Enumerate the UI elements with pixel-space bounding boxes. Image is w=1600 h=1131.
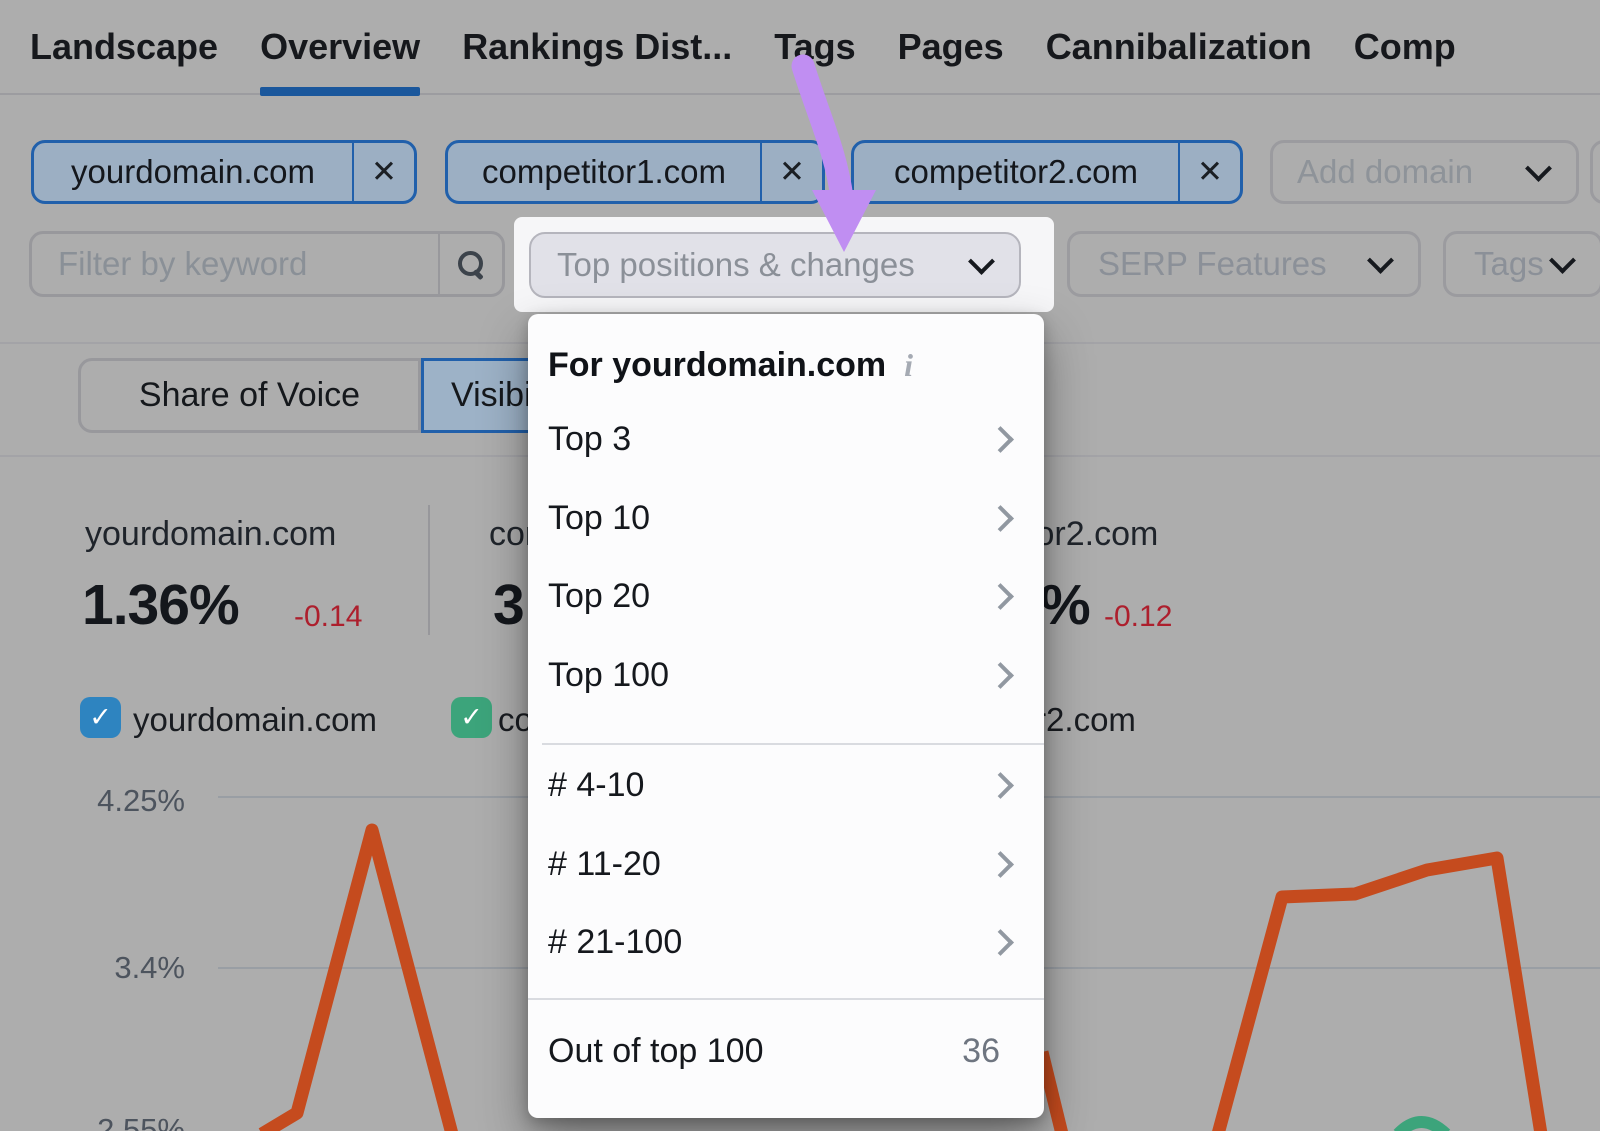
menu-item-out-of-top-100[interactable]: Out of top 100 36 — [528, 1000, 1044, 1118]
keyword-filter-placeholder: Filter by keyword — [58, 245, 308, 282]
menu-item-label: Top 20 — [548, 577, 651, 616]
domain-chip[interactable]: yourdomain.com ✕ — [31, 140, 417, 204]
chevron-right-icon — [987, 661, 1014, 689]
menu-item-11-20[interactable]: # 11-20 — [528, 825, 1044, 903]
domain-chip-label: yourdomain.com — [71, 153, 315, 190]
tab-overview[interactable]: Overview — [260, 0, 421, 96]
menu-item-label: # 4-10 — [548, 766, 645, 805]
menu-item-label: # 21-100 — [548, 923, 683, 962]
search-button[interactable] — [440, 251, 502, 277]
chevron-right-icon — [987, 583, 1014, 611]
share-of-voice-label: Share of Voice — [138, 376, 361, 414]
top-positions-dropdown-button[interactable]: Top positions & changes — [529, 232, 1021, 298]
input-divider — [438, 234, 440, 294]
tutorial-spotlight: Top positions & changes — [514, 217, 1054, 312]
top-positions-label: Top positions & changes — [557, 246, 915, 283]
stat-change-negative: -0.14 — [294, 600, 363, 633]
remove-domain-icon[interactable]: ✕ — [1197, 154, 1223, 189]
top-positions-dropdown-menu: For yourdomain.com i Top 3 Top 10 Top 20… — [528, 314, 1044, 1118]
chevron-right-icon — [987, 504, 1014, 532]
out-of-top-100-count: 36 — [962, 1032, 1000, 1071]
domain-chip-label: competitor1.com — [482, 153, 726, 190]
chevron-down-icon — [968, 247, 995, 275]
menu-item-top-20[interactable]: Top 20 — [528, 558, 1044, 636]
menu-divider — [528, 998, 1044, 1000]
stat-value: 1.36% — [82, 573, 240, 637]
tab-rankings-distribution[interactable]: Rankings Dist... — [462, 25, 733, 67]
legend-label: yourdomain.com — [133, 701, 377, 738]
menu-item-4-10[interactable]: # 4-10 — [528, 747, 1044, 825]
tab-cannibalization[interactable]: Cannibalization — [1045, 25, 1312, 67]
serp-features-dropdown[interactable]: SERP Features — [1067, 231, 1421, 297]
tab-competitors-cut[interactable]: Comp — [1353, 25, 1456, 67]
dropdown-header: For yourdomain.com i — [528, 330, 1044, 401]
menu-item-top-10[interactable]: Top 10 — [528, 479, 1044, 557]
legend-checkbox-yourdomain[interactable]: ✓ — [80, 697, 121, 738]
menu-divider — [542, 742, 1044, 745]
y-axis-tick: 3.4% — [114, 950, 185, 985]
checkmark-icon: ✓ — [460, 702, 483, 732]
chip-divider — [352, 143, 354, 201]
info-icon[interactable]: i — [904, 346, 914, 383]
remove-domain-icon[interactable]: ✕ — [371, 154, 397, 189]
menu-item-label: Top 100 — [548, 655, 669, 694]
tags-dropdown[interactable]: Tags — [1443, 231, 1600, 297]
menu-item-top-100[interactable]: Top 100 — [528, 636, 1044, 714]
chevron-right-icon — [987, 772, 1014, 800]
checkmark-icon: ✓ — [89, 702, 112, 732]
tab-pages[interactable]: Pages — [897, 25, 1004, 67]
y-axis-tick: 4.25% — [97, 783, 185, 818]
domain-chip[interactable]: competitor2.com ✕ — [851, 140, 1243, 204]
y-axis-tick: 2.55% — [97, 1112, 185, 1131]
menu-item-label: # 11-20 — [548, 844, 661, 883]
share-of-voice-toggle[interactable]: Share of Voice — [78, 358, 421, 433]
chevron-right-icon — [987, 929, 1014, 957]
tags-label: Tags — [1474, 245, 1544, 282]
chevron-right-icon — [987, 850, 1014, 878]
menu-item-21-100[interactable]: # 21-100 — [528, 904, 1044, 982]
legend-checkbox-competitor1[interactable]: ✓ — [451, 697, 492, 738]
dropdown-title: For yourdomain.com — [548, 345, 887, 384]
serp-features-label: SERP Features — [1098, 245, 1327, 282]
menu-item-label: Top 3 — [548, 420, 632, 459]
menu-item-label: Top 10 — [548, 498, 651, 537]
add-domain-button[interactable]: Add domain — [1270, 140, 1579, 204]
search-icon — [458, 251, 484, 277]
domain-chip[interactable]: competitor1.com ✕ — [445, 140, 825, 204]
competitor2-line-segment — [1212, 851, 1548, 1131]
keyword-filter-input[interactable]: Filter by keyword — [29, 231, 505, 297]
chevron-right-icon — [987, 426, 1014, 454]
competitor1-line-segment — [1393, 1116, 1451, 1131]
menu-item-label: Out of top 100 — [548, 1032, 764, 1071]
domain-chip-label: competitor2.com — [894, 153, 1138, 190]
competitor2-line-segment — [258, 823, 458, 1131]
chip-divider — [1178, 143, 1180, 201]
stat-change-negative: -0.12 — [1104, 600, 1173, 633]
stat-domain-label: yourdomain.com — [85, 515, 337, 553]
stat-value: 3 — [493, 573, 525, 637]
menu-item-top-3[interactable]: Top 3 — [528, 401, 1044, 479]
chip-divider — [760, 143, 762, 201]
stat-divider — [428, 505, 430, 635]
tab-landscape[interactable]: Landscape — [30, 25, 219, 67]
competitor2-line-segment — [1035, 1050, 1068, 1131]
stat-value: % — [1040, 573, 1091, 637]
add-domain-label: Add domain — [1297, 153, 1474, 190]
